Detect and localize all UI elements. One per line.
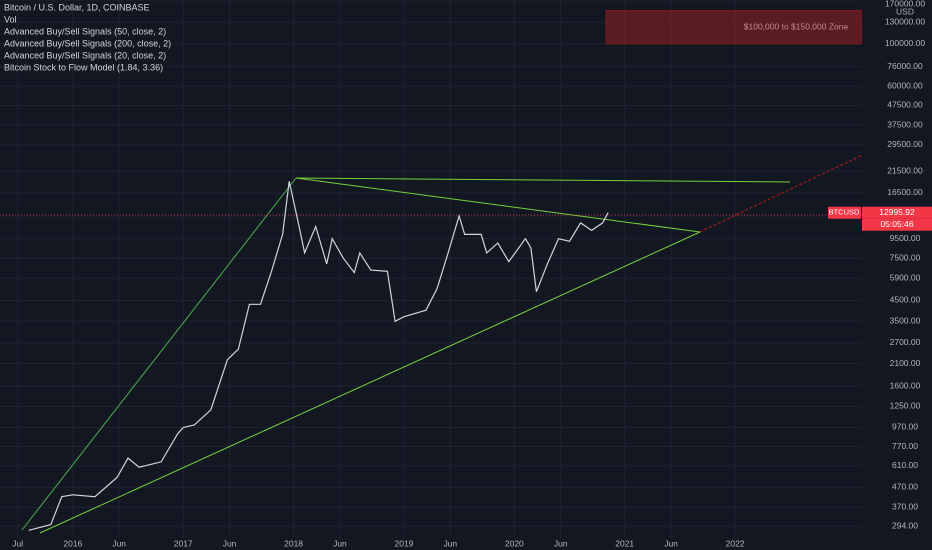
trend-line [295,177,701,233]
trend-line [21,177,297,531]
chart-title: Bitcoin / U.S. Dollar, 1D, COINBASE [4,2,150,12]
x-tick-label: 2022 [726,538,745,548]
x-tick-label: Jul [12,538,23,548]
y-tick-label: 16500.00 [887,187,923,197]
y-tick-label: 4500.00 [890,295,921,305]
y-tick-label: 76000.00 [887,61,923,71]
currency-label: USD [896,6,914,16]
countdown-label: 05:05:46 [880,219,913,229]
indicator: Advanced Buy/Sell Signals (200, close, 2… [4,38,171,48]
y-tick-label: 60000.00 [887,80,923,90]
y-tick-label: 2700.00 [890,337,921,347]
indicator: Vol [4,14,17,24]
y-tick-label: 970.00 [892,422,918,432]
x-tick-label: 2017 [174,538,193,548]
symbol-tag [828,206,861,219]
y-tick-label: 1250.00 [890,401,921,411]
axes: 170000.00 130000.00 100000.00 76000.00 60000… [12,0,932,548]
y-tick-label: 2100.00 [890,358,921,368]
trend-line [39,231,701,534]
indicator: Bitcoin Stock to Flow Model (1.84, 3.36) [4,62,163,72]
y-tick-label: 5900.00 [890,272,921,282]
y-tick-label: 100000.00 [885,38,925,48]
indicator: Advanced Buy/Sell Signals (50, close, 2) [4,26,166,36]
price-line-series [28,181,609,531]
x-tick-label: Jun [112,538,126,548]
y-tick-label: 47500.00 [887,100,923,110]
projection-line [699,121,932,233]
x-tick-label: 2020 [505,538,524,548]
x-tick-label: Jun [333,538,347,548]
countdown-tag [862,218,932,231]
price-tag [862,206,932,219]
y-tick-label: 770.00 [892,441,918,451]
x-tick-label: 2016 [63,538,82,548]
zone-label: $100,000 to $150,000 Zone [744,21,849,31]
x-tick-label: Jun [223,538,237,548]
y-tick-label: 470.00 [892,482,918,492]
legend: Bitcoin / U.S. Dollar, 1D, COINBASE Vol … [4,2,171,72]
price-zone [605,9,863,45]
symbol-label: BTCUSD [829,208,860,217]
y-tick-label: 1600.00 [890,380,921,390]
y-tick-label: 37500.00 [887,119,923,129]
price-axis [862,0,932,550]
x-tick-label: Jun [443,538,457,548]
x-tick-label: 2021 [615,538,634,548]
y-tick-label: 21500.00 [887,165,923,175]
x-tick-label: 2019 [394,538,413,548]
indicator: Advanced Buy/Sell Signals (20, close, 2) [4,50,166,60]
y-tick-label: 130000.00 [885,16,925,26]
x-tick-label: Jun [554,538,568,548]
y-tick-label: 370.00 [892,501,918,511]
grid [0,0,862,538]
y-tick-label: 3500.00 [890,316,921,326]
y-tick-label: 170000.00 [885,0,925,8]
marks: $100,000 to $150,000 Zone [28,9,863,531]
y-tick-label: 9500.00 [890,233,921,243]
x-tick-label: Jun [664,538,678,548]
trend-line [295,177,791,183]
y-tick-label: 7500.00 [890,252,921,262]
y-tick-label: 610.00 [892,460,918,470]
price-label: 12995.92 [879,207,915,217]
y-tick-label: 29500.00 [887,139,923,149]
x-tick-label: 2018 [284,538,303,548]
y-tick-label: 294.00 [892,520,918,530]
drawings [0,121,932,534]
